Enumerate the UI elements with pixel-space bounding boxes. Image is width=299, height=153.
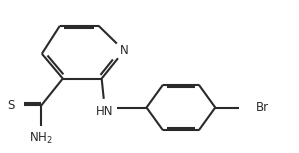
Text: HN: HN — [96, 105, 113, 118]
Text: Br: Br — [256, 101, 269, 114]
Text: N: N — [120, 44, 129, 57]
Text: NH$_2$: NH$_2$ — [29, 131, 53, 146]
Text: S: S — [8, 99, 15, 112]
